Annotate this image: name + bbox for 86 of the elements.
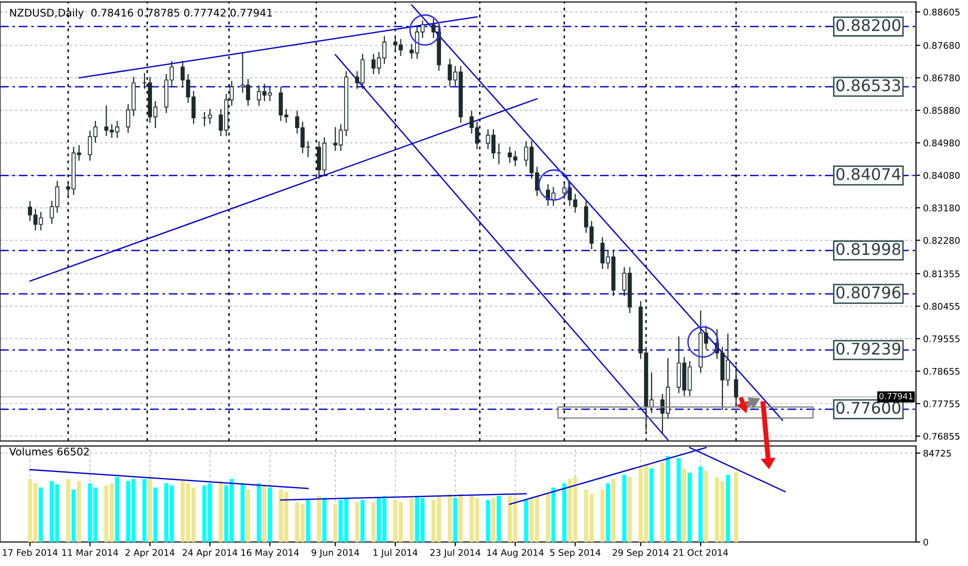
bar [306,500,310,542]
bar [676,458,681,542]
bar [688,472,692,542]
bar [458,494,463,542]
x-tick-label: 9 Jun 2014 [312,549,360,558]
bar [491,498,496,542]
y-tick-label: 0.77755 [924,400,960,408]
bar [546,494,550,542]
bar [611,479,616,542]
ref-line-label: 0.77600 [836,402,900,414]
bar [246,490,250,542]
bar [660,462,665,542]
x-tick-label: 16 May 2014 [241,549,299,558]
bar [316,496,322,542]
y-tick-label: 0.85880 [924,107,960,114]
bar [38,487,43,542]
text: NZDUSD,Daily 0.78416 0.78785 0.77742 0.77941 [10,8,272,19]
y-tick-label: 0.88605 [924,8,960,16]
bar [600,490,605,542]
y-tick-label: 0.82280 [924,237,960,244]
ref-line-label: 0.79239 [836,342,900,355]
bar [606,483,610,542]
bar [153,487,158,542]
y-tick-label: 0.78655 [924,368,960,375]
ref-line-label: 0.86533 [836,79,900,92]
ref-line-label: 0.88200 [836,19,900,32]
bar [322,498,326,542]
bar [698,466,703,542]
chart-title: Volumes 66502 [9,447,89,456]
candlestick [734,366,738,405]
bar [551,487,556,542]
y-tick-label: 0.81355 [924,270,960,278]
y-tick-label: 0.87680 [924,42,960,49]
bar [666,456,670,542]
y-tick-label: 0 [924,538,928,546]
bar [410,498,414,542]
bar [650,468,654,542]
bar [218,481,223,542]
bar [453,498,458,542]
ref-line-label: 0.77941 [879,393,912,400]
bar [240,483,245,542]
x-tick-label: 21 Oct 2014 [673,549,728,556]
y-tick-label: 0.84980 [924,140,960,146]
x-tick-label: 17 Feb 2014 [2,548,58,556]
bar [704,470,708,542]
x-tick-label: 1 Jul 2014 [374,548,418,558]
bar [115,476,120,542]
ref-line-label: 0.84074 [836,168,900,180]
x-tick-label: 5 Sep 2014 [550,549,600,558]
bar [524,500,528,542]
bar [622,474,626,542]
x-tick-label: 2 Apr 2014 [126,549,174,558]
bar [486,500,490,542]
bar [682,468,686,542]
x-tick-label: 14 Aug 2014 [487,549,544,558]
bar [148,476,152,542]
x-tick-label: 23 Jul 2014 [430,548,480,558]
bar [142,479,147,542]
bar [77,481,82,542]
ref-line-label: 0.81998 [836,243,900,256]
x-tick-label: 11 Mar 2014 [62,549,118,556]
bar [66,479,70,542]
x-tick-label: 29 Sep 2014 [612,549,669,558]
bar [355,502,360,542]
bar [72,490,76,542]
y-tick-label: 0.86780 [924,74,960,82]
bar [333,504,338,542]
bar [726,474,730,542]
bar [360,500,365,542]
bar [262,485,266,542]
y-tick-label: 0.76855 [924,432,960,440]
ref-line-label: 0.80796 [836,286,900,298]
y-tick-label: 84725 [924,450,951,457]
y-tick-label: 0.80455 [924,302,960,310]
bar [268,487,272,542]
bar [562,483,566,542]
bar [256,483,262,542]
bar [371,502,376,542]
x-tick-label: 24 Apr 2014 [182,549,238,558]
bar [628,476,632,542]
y-tick-label: 0.83180 [924,204,960,212]
bar [448,494,452,542]
bar [734,472,738,542]
bar [496,496,501,542]
y-tick-label: 0.79555 [924,335,960,342]
y-tick-label: 0.84080 [924,172,960,179]
